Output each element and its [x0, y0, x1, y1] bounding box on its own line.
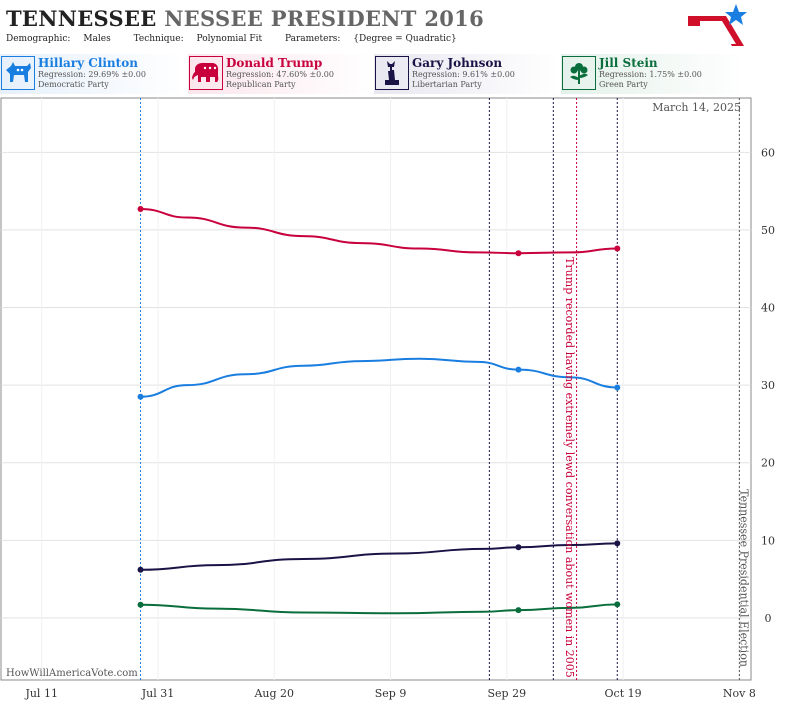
- data-point: [515, 366, 522, 373]
- title-state: TENNESSEE: [6, 6, 157, 31]
- demographic-value: Males: [83, 34, 111, 44]
- candidate-party: Libertarian Party: [412, 80, 482, 89]
- data-point: [614, 540, 621, 547]
- candidate-name: Jill Stein: [599, 56, 658, 70]
- x-tick-label: Nov 8: [723, 687, 756, 700]
- y-tick-label: 40: [761, 302, 775, 315]
- series-line: [140, 357, 618, 398]
- data-point: [515, 607, 522, 614]
- candidate-name: Hillary Clinton: [38, 56, 138, 70]
- x-tick-label: Aug 20: [253, 687, 294, 700]
- site-logo-icon: [686, 2, 748, 50]
- candidate-regression: Regression: 47.60% ±0.00: [226, 70, 334, 79]
- watermark: HowWillAmericaVote.com: [6, 668, 138, 679]
- x-tick-label: Sep 29: [488, 687, 527, 700]
- title-race: NESSEE PRESIDENT 2016: [164, 6, 484, 31]
- candidate-regression: Regression: 9.61% ±0.00: [412, 70, 515, 79]
- data-point: [614, 601, 621, 608]
- candidate-party: Green Party: [599, 80, 648, 89]
- demographic-label: Demographic:: [6, 34, 71, 44]
- flower-icon: [562, 56, 596, 90]
- data-point: [614, 245, 621, 252]
- page-title: TENNESSEE NESSEE PRESIDENT 2016: [6, 6, 484, 31]
- meta-line: Demographic: Males Technique: Polynomial…: [6, 34, 477, 44]
- y-tick-label: 60: [761, 146, 775, 159]
- donkey-icon: [1, 56, 35, 90]
- technique-value: Polynomial Fit: [196, 34, 263, 44]
- parameters-label: Parameters:: [284, 34, 341, 44]
- y-tick-label: 10: [761, 534, 775, 547]
- candidate-party: Democratic Party: [38, 80, 109, 89]
- data-point: [137, 601, 144, 608]
- data-point: [515, 250, 522, 257]
- annotation-label: Trump recorded having extremely lewd con…: [563, 257, 576, 678]
- annotation-label: Tennessee Presidential Election: [737, 489, 750, 667]
- candidate-card-stein: Jill Stein Regression: 1.75% ±0.00 Green…: [561, 54, 747, 94]
- data-point: [614, 384, 621, 391]
- y-tick-label: 50: [761, 224, 775, 237]
- series-line: [140, 542, 618, 571]
- series-line: [140, 603, 618, 615]
- data-point: [137, 566, 144, 573]
- date-stamp: March 14, 2025: [652, 101, 741, 114]
- data-point: [137, 205, 144, 212]
- candidate-card-trump: Donald Trump Regression: 47.60% ±0.00 Re…: [188, 54, 374, 94]
- plot-area: [0, 97, 752, 681]
- x-tick-label: Jul 11: [24, 687, 58, 700]
- elephant-icon: [189, 56, 223, 90]
- candidate-legend: Hillary Clinton Regression: 29.69% ±0.00…: [0, 54, 789, 94]
- series-line: [140, 207, 618, 255]
- y-tick-label: 0: [765, 612, 772, 625]
- candidate-name: Gary Johnson: [412, 56, 503, 70]
- liberty-icon: [375, 56, 409, 90]
- candidate-regression: Regression: 29.69% ±0.00: [38, 70, 146, 79]
- data-point: [137, 393, 144, 400]
- x-tick-label: Oct 19: [605, 687, 642, 700]
- x-tick-label: Jul 31: [141, 687, 175, 700]
- technique-label: Technique:: [133, 34, 184, 44]
- y-tick-label: 20: [761, 457, 775, 470]
- y-tick-label: 30: [761, 379, 775, 392]
- candidate-card-johnson: Gary Johnson Regression: 9.61% ±0.00 Lib…: [374, 54, 560, 94]
- x-tick-label: Sep 9: [375, 687, 407, 700]
- candidate-party: Republican Party: [226, 80, 296, 89]
- parameters-value: {Degree = Quadratic}: [353, 34, 457, 44]
- candidate-name: Donald Trump: [226, 56, 323, 70]
- candidate-regression: Regression: 1.75% ±0.00: [599, 70, 702, 79]
- data-point: [515, 544, 522, 551]
- candidate-card-clinton: Hillary Clinton Regression: 29.69% ±0.00…: [0, 54, 186, 94]
